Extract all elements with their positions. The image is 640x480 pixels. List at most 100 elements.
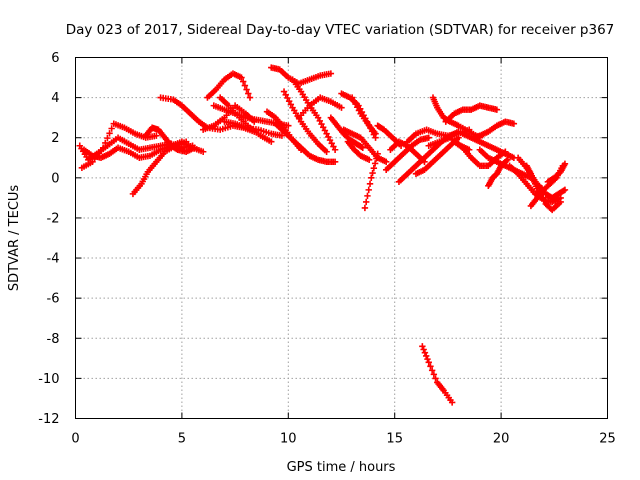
series-arc-k [221,118,286,139]
data-point [326,136,334,144]
data-point [268,138,275,145]
data-point [108,125,115,132]
plot-frame [75,57,608,419]
series-arc-z [387,138,428,165]
series-arc-h [204,70,254,101]
data-point [278,132,286,139]
data-point [280,88,288,95]
series-arc-w [361,150,381,212]
y-tick-label: -4 [47,252,60,267]
series-arc-e [142,124,198,155]
data-point [153,132,160,139]
data-point [424,355,431,363]
data-point [354,104,361,111]
data-point [369,169,376,177]
y-tick-label: -8 [47,332,60,347]
grid-lines [75,57,608,419]
axis-ticks: 0 5 10 15 20 25 -12 -10 -8 -6 -4 -2 0 2 4 6 [38,51,616,447]
data-point [359,144,366,151]
series-arc-u [344,138,373,163]
data-point [314,114,322,121]
data-point [348,94,356,101]
x-tick-label: 25 [599,432,616,447]
data-point [432,375,439,382]
data-point [355,107,363,114]
data-point [364,192,371,200]
series-arc-ap [536,182,569,202]
series-arc-q [295,94,345,121]
data-point [338,104,345,111]
data-point [430,371,438,378]
data-point [327,70,335,77]
data-point [557,198,564,206]
data-point [561,160,569,167]
data-point [365,156,373,163]
data-point [428,367,436,374]
data-point [285,122,292,129]
data-point [284,94,291,102]
data-point [241,82,249,89]
data-point [448,399,456,406]
x-tick-label: 0 [71,432,79,447]
series-arc-ar [544,160,569,186]
series-arc-ag [442,102,501,125]
data-point [382,158,390,165]
data-point [427,363,434,370]
data-point [285,98,293,105]
x-tick-label: 5 [178,432,186,447]
data-point [419,343,426,350]
data-point [328,140,335,147]
data-point [372,130,379,137]
data-point [199,148,207,155]
data-point [191,144,198,151]
data-point [238,74,245,81]
data-point [282,91,289,99]
series-arc-aq [523,162,543,200]
data-point [352,100,359,108]
data-point [319,124,327,131]
data-point [536,192,543,200]
series-arc-l [268,64,335,87]
data-point [246,94,254,101]
data-point [425,359,432,366]
data-point [104,134,111,142]
series-arc-n [272,120,339,165]
data-point [420,346,427,353]
data-point [331,146,339,153]
data-point [358,143,365,151]
y-tick-label: -12 [38,412,59,427]
data-point [541,197,548,204]
data-point [361,204,369,212]
data-point [318,120,325,128]
data-point [540,194,547,201]
data-point [316,117,323,125]
x-axis-label: GPS time / hours [287,460,396,475]
data-point [323,130,330,137]
series-arc-v [348,94,379,137]
data-point [106,130,113,137]
data-point [422,352,430,360]
x-tick-label: 20 [493,432,510,447]
data-point [510,120,518,127]
y-tick-label: -2 [47,211,60,226]
data-point [173,145,180,153]
series-arc-al [485,156,511,190]
data-point [368,174,375,182]
data-point [370,165,378,172]
data-point [99,144,107,151]
data-point [325,133,332,141]
series-arc-aj [468,118,518,141]
data-point [421,349,429,356]
x-tick-label: 10 [280,432,297,447]
series-arc-o [280,88,330,155]
data-point [239,78,247,85]
data-point [321,127,329,134]
data-point [350,97,358,105]
data-point [245,90,252,97]
data-point [504,156,511,163]
y-tick-label: 6 [51,51,59,66]
series-arc-d [129,138,190,198]
y-axis-label: SDTVAR / TECUs [7,185,22,292]
data-point [503,157,510,165]
